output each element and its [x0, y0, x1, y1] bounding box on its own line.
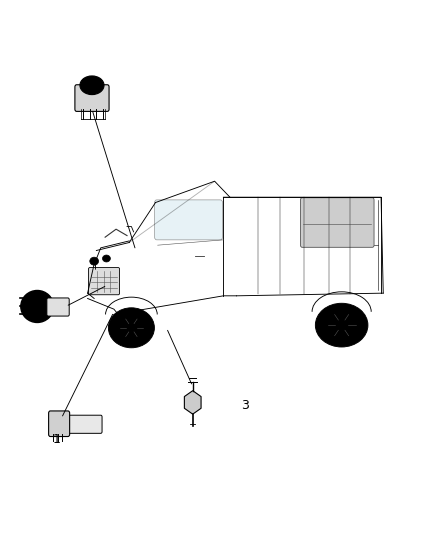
Ellipse shape — [90, 257, 99, 265]
FancyBboxPatch shape — [58, 415, 102, 433]
Text: 4: 4 — [86, 82, 94, 94]
Ellipse shape — [335, 319, 348, 331]
Ellipse shape — [318, 306, 364, 344]
FancyBboxPatch shape — [75, 85, 109, 111]
Text: 1: 1 — [53, 433, 61, 446]
Ellipse shape — [108, 308, 154, 348]
Ellipse shape — [327, 312, 357, 338]
Ellipse shape — [126, 323, 137, 333]
FancyBboxPatch shape — [300, 198, 374, 247]
Ellipse shape — [315, 303, 368, 347]
FancyBboxPatch shape — [88, 268, 120, 295]
FancyBboxPatch shape — [47, 298, 69, 316]
Ellipse shape — [102, 255, 110, 262]
Ellipse shape — [21, 290, 53, 322]
Polygon shape — [184, 391, 201, 414]
Ellipse shape — [112, 310, 151, 345]
Ellipse shape — [25, 294, 50, 319]
Ellipse shape — [84, 77, 100, 90]
Ellipse shape — [30, 299, 45, 314]
Ellipse shape — [80, 76, 104, 95]
Text: 2: 2 — [25, 303, 32, 316]
FancyBboxPatch shape — [49, 411, 70, 437]
Ellipse shape — [119, 317, 143, 338]
FancyBboxPatch shape — [155, 200, 223, 240]
Text: 3: 3 — [241, 399, 249, 411]
